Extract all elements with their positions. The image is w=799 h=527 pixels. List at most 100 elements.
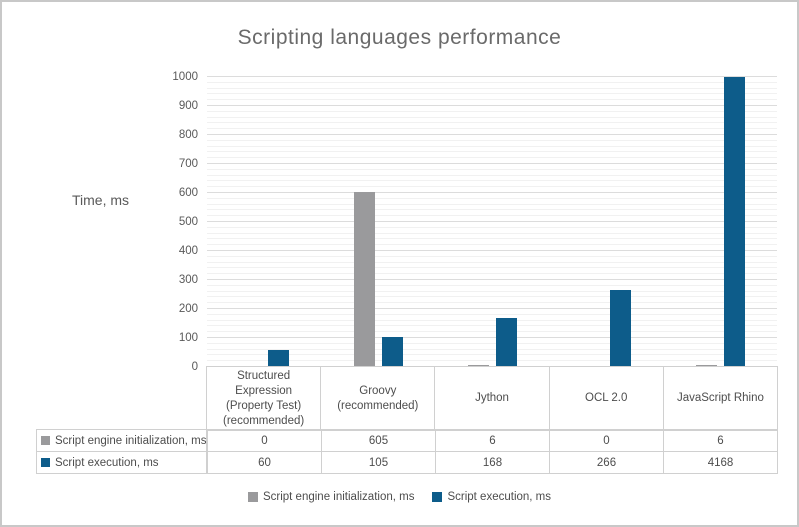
gridline-minor: [207, 360, 777, 362]
legend-label: Script engine initialization, ms: [262, 491, 415, 503]
gridline-minor: [207, 244, 777, 246]
gridline-minor: [207, 215, 777, 217]
table-row-label: Script engine initialization, ms: [37, 430, 207, 451]
y-tick-label: 600: [178, 187, 198, 199]
y-tick-label: 1000: [172, 71, 198, 83]
gridline-minor: [207, 145, 777, 147]
table-cell: 60: [207, 452, 321, 473]
table-cell: 6: [435, 430, 549, 451]
y-tick-label: 900: [178, 100, 198, 112]
gridline-minor: [207, 273, 777, 275]
bar-exec-0: [267, 350, 289, 367]
gridline-minor: [207, 261, 777, 263]
y-tick-label: 100: [178, 332, 198, 344]
gridline-minor: [207, 296, 777, 298]
gridline-major: [207, 105, 777, 106]
gridline-minor: [207, 267, 777, 269]
plot-area: [207, 76, 777, 367]
gridline-minor: [207, 87, 777, 89]
gridline-major: [207, 308, 777, 309]
gridline-minor: [207, 226, 777, 228]
gridline-minor: [207, 116, 777, 118]
gridline-minor: [207, 290, 777, 292]
y-axis-ticks: 0 100 200 300 400 500 600 700 800 900 1000: [132, 71, 198, 373]
table-cell: 6: [663, 430, 777, 451]
table-cell: 266: [549, 452, 663, 473]
table-cell: 0: [207, 430, 321, 451]
gridline-major: [207, 337, 777, 338]
category-label: OCL 2.0: [548, 367, 663, 430]
gridline-minor: [207, 81, 777, 83]
gridline-minor: [207, 319, 777, 321]
gridline-minor: [207, 99, 777, 101]
series-name: Script engine initialization, ms: [55, 434, 207, 447]
gridline-minor: [207, 128, 777, 130]
legend-item: Script execution, ms: [432, 491, 551, 503]
gridline-minor: [207, 93, 777, 95]
gridline-minor: [207, 122, 777, 124]
gridline-minor: [207, 302, 777, 304]
category-label: Structured Expression (Property Test) (r…: [223, 369, 305, 427]
table-cell: 168: [435, 452, 549, 473]
legend-swatch-icon: [247, 492, 258, 502]
gridline-minor: [207, 255, 777, 257]
gridline-minor: [207, 325, 777, 327]
series-swatch-icon: [41, 436, 50, 445]
series-name: Script execution, ms: [55, 456, 159, 469]
legend-swatch-icon: [432, 492, 443, 502]
legend: Script engine initialization, ms Script e…: [2, 491, 797, 503]
gridline-minor: [207, 186, 777, 188]
y-tick-label: 500: [178, 216, 198, 228]
table-cell: 4168: [663, 452, 777, 473]
gridline-minor: [207, 174, 777, 176]
y-tick-label: 800: [178, 129, 198, 141]
gridline-minor: [207, 168, 777, 170]
bar-exec-4: [723, 77, 745, 367]
gridline-minor: [207, 139, 777, 141]
gridline-minor: [207, 331, 777, 333]
legend-item: Script engine initialization, ms: [247, 491, 415, 503]
series-swatch-icon: [41, 458, 50, 467]
legend-label: Script execution, ms: [447, 491, 552, 503]
gridline-minor: [207, 209, 777, 211]
category-label: Groovy (recommended): [320, 367, 434, 430]
y-tick-label: 700: [178, 158, 198, 170]
gridline-minor: [207, 197, 777, 199]
gridline-minor: [207, 157, 777, 159]
category-label: Jython: [434, 367, 548, 430]
gridline-minor: [207, 238, 777, 240]
gridline-minor: [207, 151, 777, 153]
y-tick-label: 0: [191, 361, 198, 373]
gridline-major: [207, 279, 777, 280]
table-cell: 0: [549, 430, 663, 451]
gridline-major: [207, 163, 777, 164]
y-axis-title: Time, ms: [72, 192, 130, 208]
bar-exec-1: [381, 337, 403, 367]
gridline-minor: [207, 110, 777, 112]
y-tick-label: 200: [178, 303, 198, 315]
table-cell: 105: [321, 452, 435, 473]
gridline-major: [207, 134, 777, 135]
bar-exec-2: [495, 318, 517, 367]
gridline-minor: [207, 232, 777, 234]
gridline-minor: [207, 313, 777, 315]
table-row: Script execution, ms 60 105 168 266 4168: [36, 451, 778, 474]
table-cell: 605: [321, 430, 435, 451]
gridline-major: [207, 221, 777, 222]
category-axis-row: Structured Expression (Property Test) (r…: [206, 366, 778, 431]
gridline-minor: [207, 354, 777, 356]
y-tick-label: 400: [178, 245, 198, 257]
bar-exec-3: [609, 290, 631, 367]
gridline-minor: [207, 203, 777, 205]
gridline-minor: [207, 348, 777, 350]
table-row-label: Script execution, ms: [37, 452, 207, 473]
gridline-major: [207, 192, 777, 193]
y-tick-label: 300: [178, 274, 198, 286]
bar-init-1: [353, 192, 375, 367]
gridline-minor: [207, 342, 777, 344]
gridline-major: [207, 76, 777, 77]
gridline-minor: [207, 284, 777, 286]
gridline-major: [207, 250, 777, 251]
chart-title: Scripting languages performance: [237, 26, 562, 49]
